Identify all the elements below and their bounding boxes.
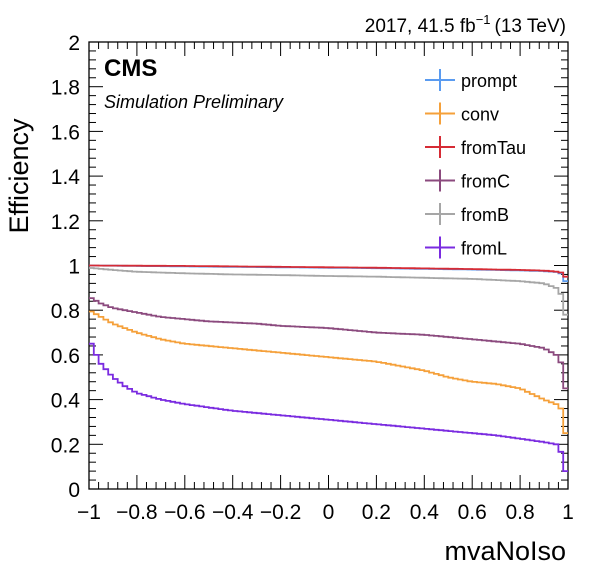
series-line-fromL — [89, 342, 568, 472]
y-axis-title: Efficiency — [4, 118, 34, 234]
y-tick-label: 0.4 — [51, 390, 81, 413]
x-tick-label: −0.8 — [116, 501, 157, 524]
y-tick-label: 2 — [68, 32, 80, 55]
experiment-label: CMS — [104, 55, 157, 82]
legend-label: prompt — [461, 71, 517, 91]
legend-entry-fromL: fromL — [425, 236, 507, 259]
legend-entry-fromB: fromB — [425, 203, 509, 225]
x-tick-label: 0.2 — [362, 501, 391, 524]
series-line-fromTau — [89, 264, 568, 278]
y-tick-label: 1.8 — [51, 77, 80, 100]
x-tick-label: 1 — [562, 501, 574, 524]
y-tick-label: 1 — [68, 256, 80, 279]
x-tick-label: −0.6 — [164, 501, 205, 524]
legend-entry-prompt: prompt — [425, 69, 517, 91]
lumi-energy: (13 TeV) — [495, 16, 566, 37]
x-tick-label: 0.6 — [458, 501, 487, 524]
y-tick-label: 1.6 — [51, 121, 80, 144]
series-line-fromB — [89, 267, 568, 316]
axis-ticks: −1 −0.8 −0.6 −0.4 −0.2 0 0.2 0.4 0.6 0.8 1 0 0.2 0.4 0… — [51, 32, 574, 524]
legend-entry-conv: conv — [425, 102, 499, 125]
y-tick-label: 0.2 — [51, 434, 80, 457]
legend-label: fromL — [461, 239, 507, 259]
x-tick-label: −0.2 — [260, 501, 301, 524]
y-tick-label: 0 — [68, 479, 80, 502]
legend-entry-fromTau: fromTau — [425, 136, 526, 158]
simulation-label: Simulation Preliminary — [104, 92, 284, 112]
y-tick-label: 0.8 — [51, 300, 80, 323]
series-line-fromC — [89, 297, 568, 390]
x-tick-label: −0.4 — [212, 501, 254, 524]
lumi-exponent: −1 — [476, 12, 491, 27]
legend-label: fromC — [461, 172, 510, 192]
luminosity-label: 2017, 41.5 fb−1 (13 TeV) — [365, 12, 566, 37]
x-axis-title: mvaNoIso — [444, 536, 566, 566]
x-tick-label: 0 — [323, 501, 335, 524]
legend-label: fromTau — [461, 138, 526, 158]
x-tick-label: 0.4 — [410, 501, 440, 524]
lumi-year: 2017, 41.5 fb — [365, 16, 476, 37]
legend: prompt conv fromTau fromC fromB fromL — [425, 69, 526, 259]
x-tick-label: 0.8 — [505, 501, 534, 524]
legend-label: conv — [461, 105, 499, 125]
legend-label: fromB — [461, 205, 509, 225]
y-tick-label: 0.6 — [51, 345, 80, 368]
series-line-conv — [89, 310, 568, 434]
y-tick-label: 1.4 — [51, 166, 81, 189]
y-tick-label: 1.2 — [51, 211, 80, 234]
x-tick-label: −1 — [77, 501, 101, 524]
series-curves — [89, 264, 568, 472]
legend-entry-fromC: fromC — [425, 169, 510, 192]
